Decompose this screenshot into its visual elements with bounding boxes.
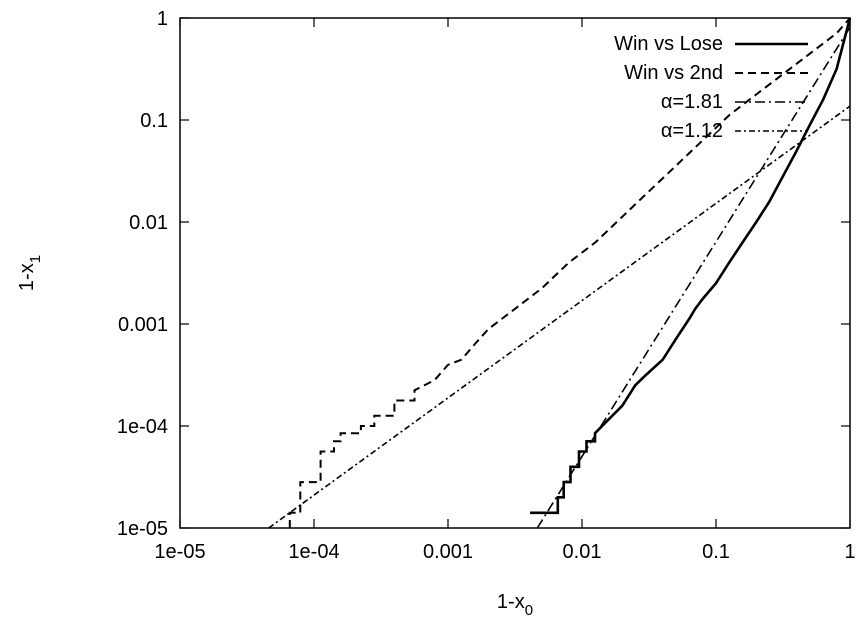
y-tick-label: 0.001 [118, 314, 168, 336]
y-tick-label: 0.1 [140, 110, 168, 132]
x-axis-label-subscript: 0 [525, 602, 533, 617]
ticks-layer: 1e-05 1e-04 0.001 0.01 0.1 1 1e-05 1e-04 0.001 0.… [117, 8, 856, 563]
y-tick-label: 0.01 [129, 212, 168, 234]
legend: Win vs Lose Win vs 2nd α=1.81 α=1.12 [614, 33, 808, 142]
y-axis-label: 1-x1 [16, 255, 44, 291]
y-tick-label: 1e-04 [117, 416, 168, 438]
x-tick-label: 0.01 [563, 541, 602, 563]
legend-label-alpha-1-81: α=1.81 [661, 91, 723, 113]
x-tick-label: 1e-05 [154, 541, 205, 563]
x-tick-label: 1 [844, 541, 855, 563]
series-line-2 [288, 17, 851, 528]
x-tick-label: 0.1 [702, 541, 730, 563]
y-tick-label: 1e-05 [117, 518, 168, 540]
series-layer [268, 17, 852, 529]
legend-label-win-vs-2nd: Win vs 2nd [624, 62, 723, 84]
x-axis-label: 1-x0 [497, 591, 533, 617]
legend-label-alpha-1-12: α=1.12 [661, 120, 723, 142]
x-tick-label: 0.001 [423, 541, 473, 563]
y-axis-label-subscript: 1 [27, 255, 44, 263]
plot-frame [179, 17, 851, 529]
series-line-1 [530, 17, 852, 515]
x-tick-label: 1e-04 [288, 541, 339, 563]
series-line-3 [536, 26, 851, 529]
y-tick-label: 1 [157, 8, 168, 30]
series-line-4 [268, 105, 851, 529]
legend-label-win-vs-lose: Win vs Lose [614, 33, 723, 55]
